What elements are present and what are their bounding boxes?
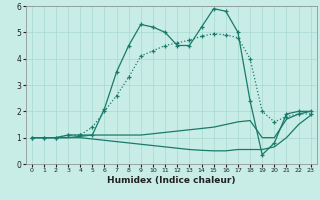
X-axis label: Humidex (Indice chaleur): Humidex (Indice chaleur) [107, 176, 236, 185]
